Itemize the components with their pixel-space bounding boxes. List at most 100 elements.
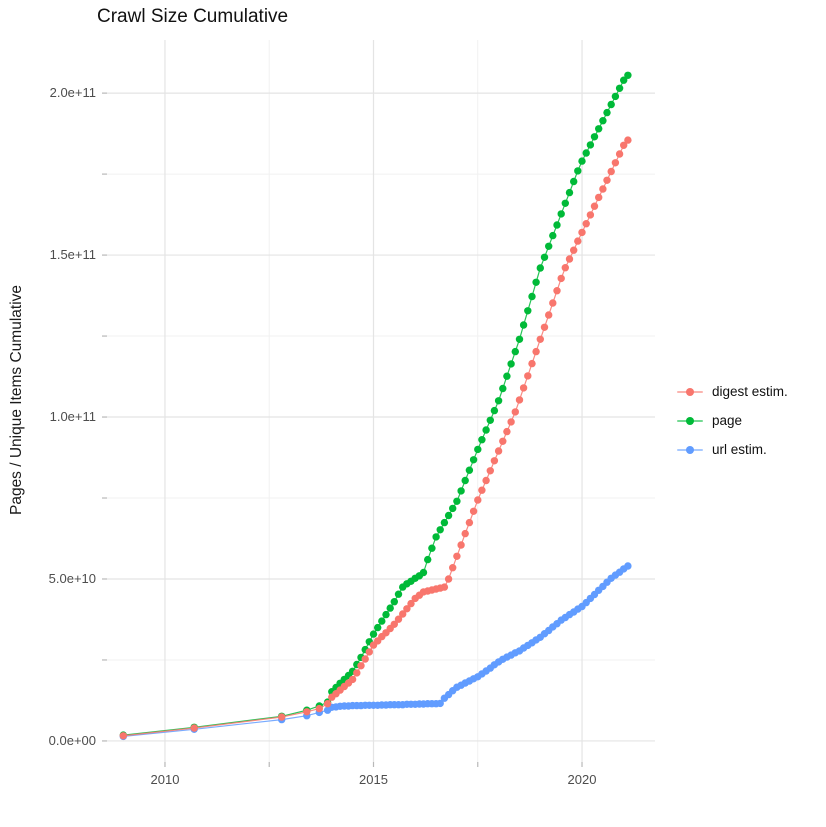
data-point-page	[369, 630, 378, 638]
data-point-digest	[611, 159, 620, 167]
legend-label-digest: digest estim.	[712, 384, 788, 399]
data-point-digest	[361, 655, 369, 663]
chart-title: Crawl Size Cumulative	[97, 6, 289, 27]
data-point-url	[624, 562, 632, 570]
legend-key-url-icon	[677, 443, 703, 457]
data-point-digest	[399, 610, 407, 618]
data-point-digest	[499, 437, 507, 445]
data-point-page	[390, 598, 398, 606]
data-point-digest	[440, 583, 449, 591]
data-point-page	[449, 504, 457, 513]
legend-label-url: url estim.	[712, 442, 767, 457]
data-point-digest	[557, 274, 565, 283]
data-point-digest	[407, 599, 415, 608]
data-point-digest	[323, 700, 332, 708]
data-point-page	[590, 133, 599, 141]
data-point-digest	[190, 724, 198, 732]
data-point-page	[586, 141, 595, 149]
data-point-page	[553, 221, 561, 229]
data-point-digest	[494, 447, 503, 455]
data-point-page	[611, 92, 620, 101]
data-point-page	[624, 71, 632, 80]
data-point-digest	[545, 311, 553, 319]
data-point-page	[524, 307, 532, 315]
x-tick-label-2010: 2010	[150, 772, 180, 787]
data-point-page	[474, 445, 482, 454]
data-point-page	[565, 188, 574, 197]
data-point-digest	[586, 211, 595, 219]
legend-key-digest-icon	[677, 385, 703, 399]
data-point-digest	[315, 704, 323, 713]
data-point-digest	[570, 246, 578, 254]
x-tick-label-2020: 2020	[567, 772, 597, 787]
data-point-digest	[461, 529, 469, 538]
data-point-digest	[449, 564, 457, 572]
data-point-digest	[607, 167, 615, 176]
legend-item-url: url estim.	[677, 435, 788, 464]
data-point-page	[432, 533, 440, 541]
data-point-digest	[624, 136, 632, 144]
data-point-digest	[532, 347, 540, 356]
data-point-page	[549, 231, 557, 240]
data-point-page	[428, 544, 436, 552]
y-tick-label-5.0e+10: 5.0e+10	[48, 570, 96, 586]
data-point-page	[499, 384, 507, 393]
data-point-digest	[553, 287, 561, 295]
y-tick-label-1.5e+11: 1.5e+11	[49, 247, 96, 263]
data-point-page	[545, 242, 553, 250]
data-point-digest	[503, 427, 511, 436]
data-point-digest	[486, 467, 494, 475]
data-point-page	[561, 199, 569, 207]
data-point-page	[382, 610, 390, 619]
data-point-page	[603, 108, 611, 117]
data-point-page	[540, 253, 549, 261]
data-point-page	[557, 210, 565, 218]
data-point-page	[582, 149, 590, 157]
data-point-page	[436, 526, 444, 534]
data-point-page	[607, 100, 615, 109]
data-point-digest	[490, 457, 499, 465]
legend-key-page-icon	[677, 414, 703, 428]
x-tick-label-2015: 2015	[359, 772, 388, 787]
data-point-digest	[615, 150, 624, 158]
data-point-page	[461, 476, 469, 485]
data-point-page	[374, 623, 382, 632]
data-point-page	[482, 426, 490, 434]
data-point-digest	[590, 202, 599, 210]
data-point-page	[507, 360, 515, 368]
data-point-page	[599, 117, 607, 125]
data-point-digest	[465, 518, 474, 527]
series-line-url	[123, 565, 629, 737]
data-point-page	[453, 497, 461, 505]
data-point-digest	[528, 359, 536, 368]
data-point-digest	[348, 675, 357, 684]
data-point-digest	[365, 648, 373, 656]
data-point-digest	[444, 575, 453, 583]
data-point-digest	[578, 228, 586, 237]
data-point-digest	[565, 255, 574, 263]
data-point-page	[532, 278, 540, 286]
data-point-page	[478, 436, 486, 444]
legend-key-dot	[686, 416, 694, 425]
legend: digest estim. page url estim.	[677, 377, 788, 464]
data-point-page	[528, 292, 536, 301]
data-point-digest	[278, 713, 286, 721]
data-point-digest	[582, 220, 590, 228]
data-point-page	[394, 590, 403, 598]
data-point-digest	[599, 185, 607, 193]
data-point-page	[574, 167, 582, 175]
y-tick-label-1.0e+11: 1.0e+11	[49, 409, 96, 425]
data-point-digest	[524, 372, 532, 380]
data-point-page	[578, 157, 586, 165]
legend-key-dot	[686, 387, 694, 396]
data-point-digest	[469, 507, 478, 515]
legend-item-page: page	[677, 406, 788, 435]
data-point-page	[469, 456, 478, 464]
data-point-page	[511, 347, 519, 356]
data-point-digest	[515, 396, 524, 404]
data-point-page	[515, 335, 524, 343]
data-point-digest	[574, 237, 582, 245]
data-point-page	[457, 487, 465, 495]
data-point-digest	[353, 669, 361, 677]
data-point-page	[490, 406, 499, 415]
